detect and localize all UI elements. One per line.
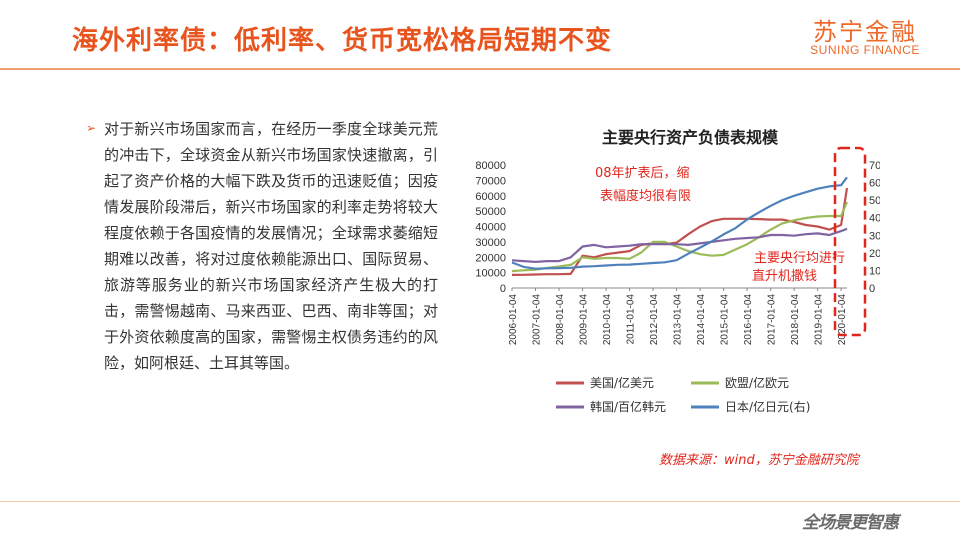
legend-label: 日本/亿日元(右) bbox=[725, 399, 810, 414]
y-right-tick-label: 0 bbox=[869, 283, 875, 295]
body-paragraph: 对于新兴市场国家而言，在经历一季度全球美元荒的冲击下，全球资金从新兴市场国家快速… bbox=[104, 120, 438, 372]
logo-english-text: SUNING FINANCE bbox=[810, 43, 920, 57]
chart-title: 主要央行资产负债表规模 bbox=[602, 128, 779, 147]
x-tick-label: 2011-01-04 bbox=[626, 294, 637, 345]
logo-chinese-text: 苏宁金融 bbox=[813, 18, 917, 46]
legend-label: 美国/亿美元 bbox=[590, 375, 654, 390]
x-tick-label: 2015-01-04 bbox=[720, 294, 731, 346]
y-right-tick-label: 3000000 bbox=[869, 230, 880, 242]
series-line bbox=[511, 187, 849, 276]
x-tick-label: 2018-01-04 bbox=[790, 294, 801, 346]
y-left-tick-label: 20000 bbox=[475, 252, 506, 264]
y-right-tick-label: 4000000 bbox=[869, 213, 880, 225]
x-tick-label: 2008-01-04 bbox=[555, 294, 566, 346]
page-title: 海外利率债：低利率、货币宽松格局短期不变 bbox=[72, 26, 613, 56]
x-tick-label: 2009-01-04 bbox=[579, 294, 590, 346]
y-left-tick-label: 0 bbox=[500, 283, 506, 295]
legend-label: 韩国/百亿韩元 bbox=[590, 399, 666, 414]
y-right-tick-label: 7000000 bbox=[869, 160, 880, 172]
x-tick-label: 2016-01-04 bbox=[743, 294, 754, 346]
annotation-text: 主要央行均进行 bbox=[754, 251, 845, 266]
y-left-tick-label: 50000 bbox=[475, 206, 506, 218]
series-line bbox=[511, 227, 848, 263]
footer-divider bbox=[0, 501, 960, 502]
y-right-tick-label: 2000000 bbox=[869, 248, 880, 260]
y-left-tick-label: 60000 bbox=[475, 191, 506, 203]
x-tick-label: 2017-01-04 bbox=[767, 294, 778, 346]
data-source-note: 数据来源：wind，苏宁金融研究院 bbox=[659, 453, 859, 468]
x-tick-label: 2010-01-04 bbox=[602, 294, 613, 346]
footer-slogan: 全场景更智惠 bbox=[802, 513, 899, 533]
header-divider bbox=[0, 68, 960, 70]
x-tick-label: 2007-01-04 bbox=[531, 294, 542, 346]
y-left-tick-label: 10000 bbox=[475, 268, 506, 280]
x-tick-label: 2020-01-04 bbox=[837, 294, 848, 346]
highlight-box bbox=[833, 146, 867, 337]
y-right-tick-label: 1000000 bbox=[869, 265, 880, 277]
suning-finance-logo: 苏宁金融 SUNING FINANCE bbox=[802, 12, 932, 64]
y-right-tick-label: 5000000 bbox=[869, 195, 880, 207]
y-left-tick-label: 30000 bbox=[475, 237, 506, 249]
y-right-tick-label: 6000000 bbox=[869, 178, 880, 190]
x-tick-label: 2014-01-04 bbox=[696, 294, 707, 346]
x-tick-label: 2006-01-04 bbox=[508, 294, 519, 346]
x-tick-label: 2019-01-04 bbox=[814, 294, 825, 346]
x-tick-label: 2013-01-04 bbox=[673, 294, 684, 346]
y-left-tick-label: 40000 bbox=[475, 222, 506, 234]
bullet-arrow-icon: ➢ bbox=[86, 121, 97, 135]
x-tick-label: 2012-01-04 bbox=[649, 294, 660, 346]
annotation-text: 表幅度均很有限 bbox=[600, 188, 691, 204]
y-left-tick-label: 80000 bbox=[475, 160, 506, 172]
balance-sheet-chart: 主要央行资产负债表规模 80000 70000 60000 50000 40000 300… bbox=[475, 128, 880, 414]
annotation-text: 直升机撒钱 bbox=[752, 268, 817, 284]
legend-label: 欧盟/亿欧元 bbox=[725, 375, 789, 390]
series-line bbox=[511, 201, 849, 273]
series-line bbox=[511, 176, 848, 270]
annotation-text: 08年扩表后，缩 bbox=[595, 165, 690, 181]
y-left-tick-label: 70000 bbox=[475, 175, 506, 187]
